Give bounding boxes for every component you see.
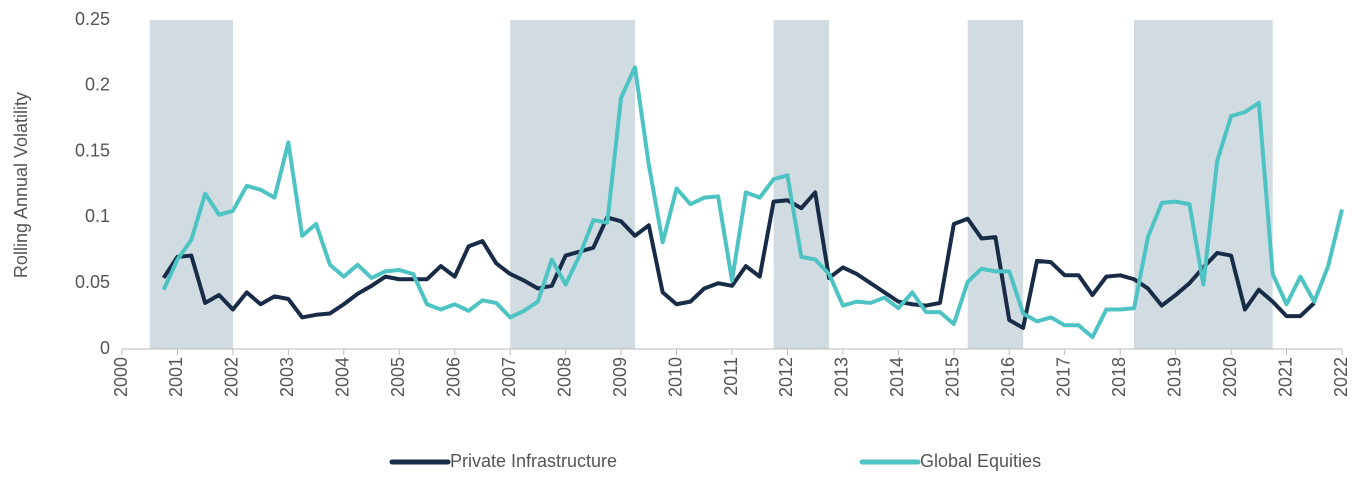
x-tick-label: 2021 (1275, 357, 1295, 397)
x-tick-label: 2019 (1164, 357, 1184, 397)
x-tick-label: 2013 (832, 357, 852, 397)
x-tick-label: 2008 (554, 357, 574, 397)
x-tick-label: 2001 (166, 357, 186, 397)
y-tick-label: 0.1 (85, 206, 110, 226)
shaded-period (149, 20, 233, 349)
x-tick-label: 2009 (610, 357, 630, 397)
x-tick-label: 2007 (499, 357, 519, 397)
x-tick-label: 2022 (1331, 357, 1351, 397)
y-tick-label: 0.15 (75, 140, 110, 160)
x-tick-label: 2010 (665, 357, 685, 397)
y-tick-label: 0.25 (75, 9, 110, 29)
shaded-period (1134, 20, 1273, 349)
series-line (161, 65, 1344, 340)
x-tick-label: 2012 (776, 357, 796, 397)
x-tick-label: 2003 (277, 357, 297, 397)
x-tick-label: 2005 (388, 357, 408, 397)
y-tick-label: 0.05 (75, 272, 110, 292)
legend-label: Private Infrastructure (450, 451, 617, 471)
x-tick-label: 2002 (222, 357, 242, 397)
x-tick-label: 2014 (887, 357, 907, 397)
x-tick-label: 2006 (443, 357, 463, 397)
shaded-period (510, 20, 635, 349)
x-tick-label: 2004 (333, 357, 353, 397)
y-axis-label: Rolling Annual Volatility (11, 92, 31, 278)
x-tick-label: 2017 (1053, 357, 1073, 397)
shaded-period (967, 20, 1024, 349)
x-tick-label: 2016 (998, 357, 1018, 397)
x-tick-label: 2015 (943, 357, 963, 397)
x-tick-label: 2018 (1109, 357, 1129, 397)
series-line (161, 190, 1316, 330)
x-tick-label: 2000 (111, 357, 131, 397)
y-tick-label: 0 (100, 338, 110, 358)
y-tick-label: 0.2 (85, 75, 110, 95)
legend-label: Global Equities (920, 451, 1041, 471)
x-tick-label: 2011 (721, 357, 741, 396)
shaded-period (773, 20, 830, 349)
x-tick-label: 2020 (1220, 357, 1240, 397)
